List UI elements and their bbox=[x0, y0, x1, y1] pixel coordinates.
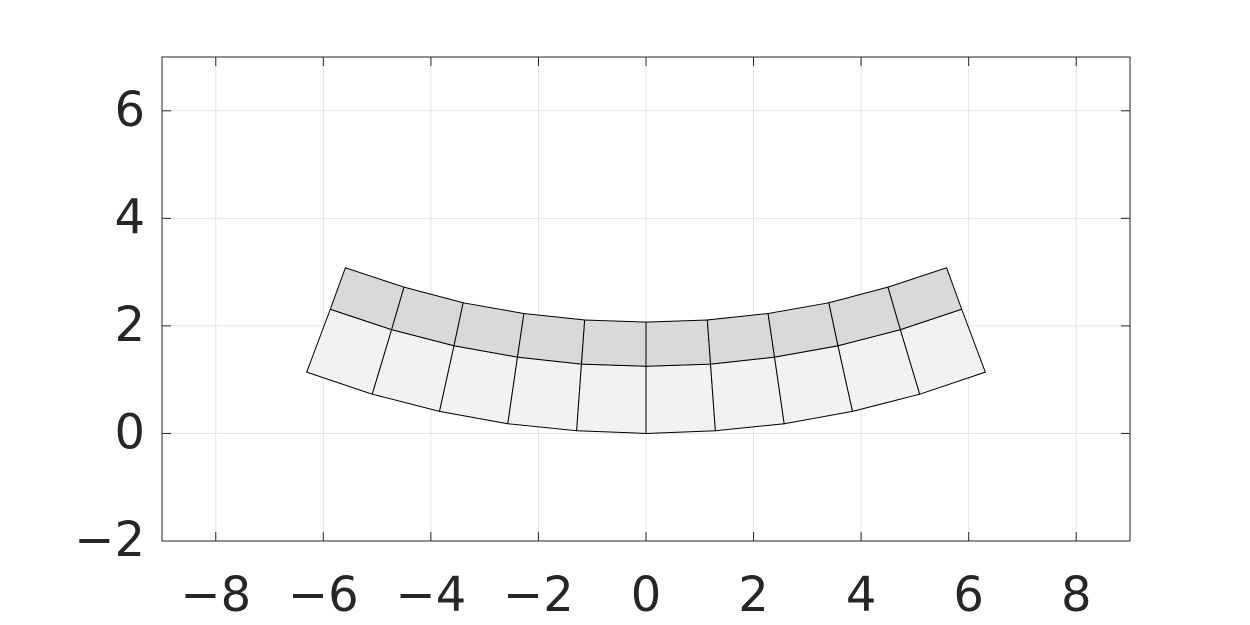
x-tick-label: 8 bbox=[1061, 567, 1092, 623]
mesh-element bbox=[580, 319, 647, 367]
mesh-element bbox=[645, 319, 712, 367]
mesh-element bbox=[709, 356, 785, 432]
y-tick-label: 6 bbox=[114, 82, 145, 138]
x-tick-label: 2 bbox=[738, 567, 769, 623]
mesh-element bbox=[706, 312, 776, 365]
mesh-element bbox=[645, 363, 716, 434]
x-tick-label: −4 bbox=[396, 567, 467, 623]
mesh-element bbox=[887, 267, 963, 331]
y-tick-label: 0 bbox=[114, 404, 145, 460]
mesh-element bbox=[438, 345, 519, 425]
mesh-element bbox=[516, 312, 586, 365]
x-tick-label: 6 bbox=[953, 567, 984, 623]
mesh-element bbox=[576, 363, 647, 434]
x-tick-label: 0 bbox=[631, 567, 662, 623]
y-tick-label: −2 bbox=[74, 512, 145, 568]
x-tick-label: −6 bbox=[288, 567, 359, 623]
y-tick-label: 2 bbox=[114, 297, 145, 353]
axes-box bbox=[161, 56, 1131, 542]
x-tick-label: −2 bbox=[503, 567, 574, 623]
y-tick-label: 4 bbox=[114, 189, 145, 245]
mesh-element bbox=[507, 356, 583, 432]
x-tick-label: 4 bbox=[846, 567, 877, 623]
x-tick-label: −8 bbox=[180, 567, 251, 623]
